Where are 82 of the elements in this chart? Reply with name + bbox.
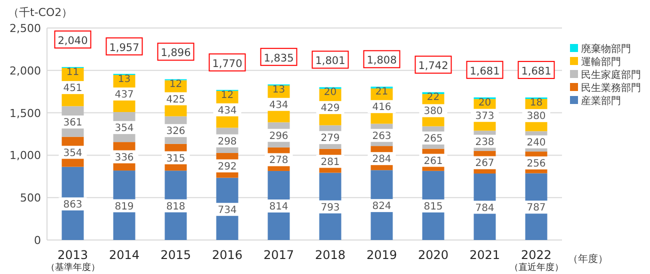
data-label: 21	[375, 86, 388, 98]
x-tick-label: 2014	[108, 248, 140, 262]
data-label: 298	[218, 136, 237, 148]
data-label: 20	[478, 97, 492, 108]
data-label: 12	[220, 90, 234, 101]
x-tick-label: 2022 （直近年度）	[509, 248, 564, 273]
legend-label: 民生業務部門	[581, 82, 641, 94]
data-label: 451	[63, 83, 82, 94]
data-label: 240	[526, 137, 546, 148]
y-tick-label: 2,000	[10, 64, 41, 78]
data-label: 434	[269, 100, 288, 111]
data-label: 354	[114, 123, 134, 134]
data-label: 437	[114, 90, 134, 101]
data-label: 818	[166, 201, 186, 212]
total-label: 1,808	[366, 54, 397, 67]
data-label: 281	[320, 156, 340, 168]
data-label: 265	[424, 134, 443, 145]
total-label: 1,957	[109, 42, 140, 54]
data-label: 815	[424, 201, 443, 212]
data-label: 326	[166, 126, 186, 138]
data-label: 824	[372, 201, 392, 212]
data-label: 278	[269, 155, 288, 166]
x-tick-label: 2015	[160, 248, 192, 262]
data-label: 734	[218, 204, 237, 216]
data-label: 416	[372, 102, 392, 114]
data-label: 315	[166, 153, 186, 164]
data-label: 863	[63, 199, 82, 210]
x-tick-label: 2017	[263, 248, 294, 262]
total-label: 1,801	[315, 55, 346, 68]
y-tick-label: 1,500	[10, 106, 41, 120]
y-tick-label: 0	[34, 234, 41, 247]
data-label: 784	[475, 202, 494, 214]
data-label: 336	[114, 152, 134, 164]
legend-label: 廃棄物部門	[581, 43, 631, 55]
x-tick-label: 2018	[314, 248, 346, 262]
legend-label: 運輸部門	[581, 56, 621, 68]
data-label: 361	[63, 117, 82, 128]
x-tick-label: 2019	[366, 248, 398, 262]
legend-label: 産業部門	[581, 95, 621, 107]
data-label: 373	[475, 110, 494, 122]
data-label: 256	[526, 158, 546, 170]
data-label: 267	[475, 158, 494, 170]
legend-label: 民生家庭部門	[581, 69, 641, 81]
x-tick-label: 2016	[212, 248, 243, 262]
data-label: 263	[372, 130, 392, 142]
y-tick-label: 500	[20, 192, 41, 205]
data-label: 296	[269, 130, 288, 142]
data-label: 429	[320, 103, 340, 114]
data-label: 279	[320, 133, 340, 144]
total-label: 1,835	[264, 52, 294, 64]
total-label: 1,681	[470, 65, 500, 78]
data-label: 380	[526, 111, 546, 122]
total-label: 1,770	[212, 58, 242, 70]
data-label: 284	[372, 154, 392, 166]
data-label: 20	[324, 87, 337, 98]
total-label: 1,896	[160, 47, 192, 60]
data-label: 434	[218, 105, 237, 116]
x-axis-title: （年度）	[568, 253, 608, 265]
data-label: 425	[166, 94, 186, 106]
data-label: 13	[118, 74, 131, 85]
y-axis-title: （千t-CO2）	[8, 6, 73, 19]
x-tick-label: 2020	[418, 248, 449, 262]
y-tick-label: 1,000	[10, 149, 41, 162]
data-label: 238	[475, 136, 494, 148]
x-tick-label: 2013 （基準年度）	[46, 248, 100, 273]
data-label: 380	[424, 106, 443, 118]
data-label: 787	[526, 202, 546, 214]
data-label: 12	[169, 79, 182, 90]
data-label: 261	[424, 156, 443, 167]
data-label: 793	[320, 202, 340, 214]
data-label: 354	[63, 148, 82, 159]
total-label: 2,040	[58, 35, 88, 48]
total-label: 1,681	[521, 65, 552, 78]
data-label: 13	[272, 84, 286, 96]
x-tick-label: 2021	[469, 248, 500, 262]
y-tick-label: 2,500	[10, 22, 41, 35]
total-label: 1,742	[418, 60, 448, 72]
data-label: 18	[530, 97, 543, 108]
data-label: 819	[114, 201, 134, 212]
data-label: 22	[426, 92, 440, 104]
data-label: 814	[269, 201, 288, 212]
data-label: 11	[66, 67, 80, 78]
